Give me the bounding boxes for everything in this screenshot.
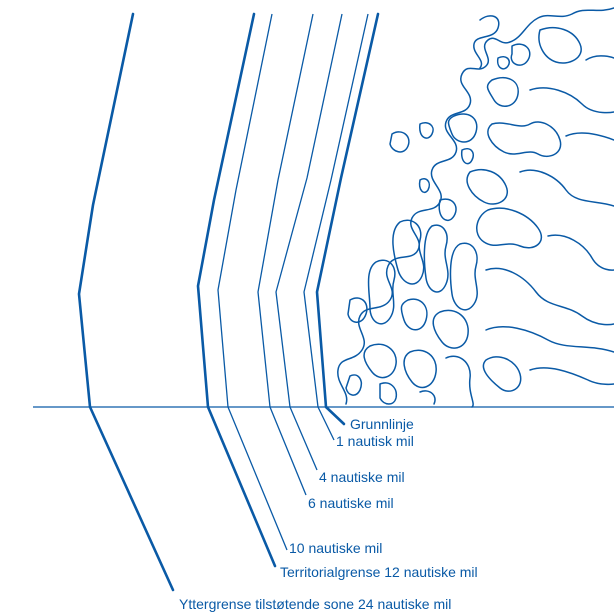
label-territorial: Territorialgrense 12 nautiske mil <box>280 564 478 580</box>
label-1-nm: 1 nautisk mil <box>336 433 414 449</box>
coastline <box>337 7 614 408</box>
territorial-limit-line <box>196 12 256 409</box>
six-nm-line <box>257 13 314 408</box>
one-nm-line <box>303 13 369 408</box>
leader-baseline <box>324 405 346 426</box>
leader-four-nm <box>289 406 318 471</box>
label-4-nm: 4 nautiske mil <box>319 469 405 485</box>
ten-nm-line <box>217 13 273 408</box>
label-baseline: Grunnlinje <box>350 416 414 432</box>
leader-contiguous <box>88 405 175 592</box>
label-10-nm: 10 nautiske mil <box>289 540 382 556</box>
leader-six-nm <box>269 406 307 496</box>
leader-ten-nm <box>227 406 288 551</box>
leader-one-nm <box>317 406 335 441</box>
label-6-nm: 6 nautiske mil <box>308 495 394 511</box>
label-contiguous: Yttergrense tilstøtende sone 24 nautiske… <box>179 596 451 612</box>
contiguous-zone-line <box>77 12 135 409</box>
baseline-line <box>315 12 380 409</box>
four-nm-line <box>275 13 343 408</box>
leader-territorial <box>206 405 277 568</box>
